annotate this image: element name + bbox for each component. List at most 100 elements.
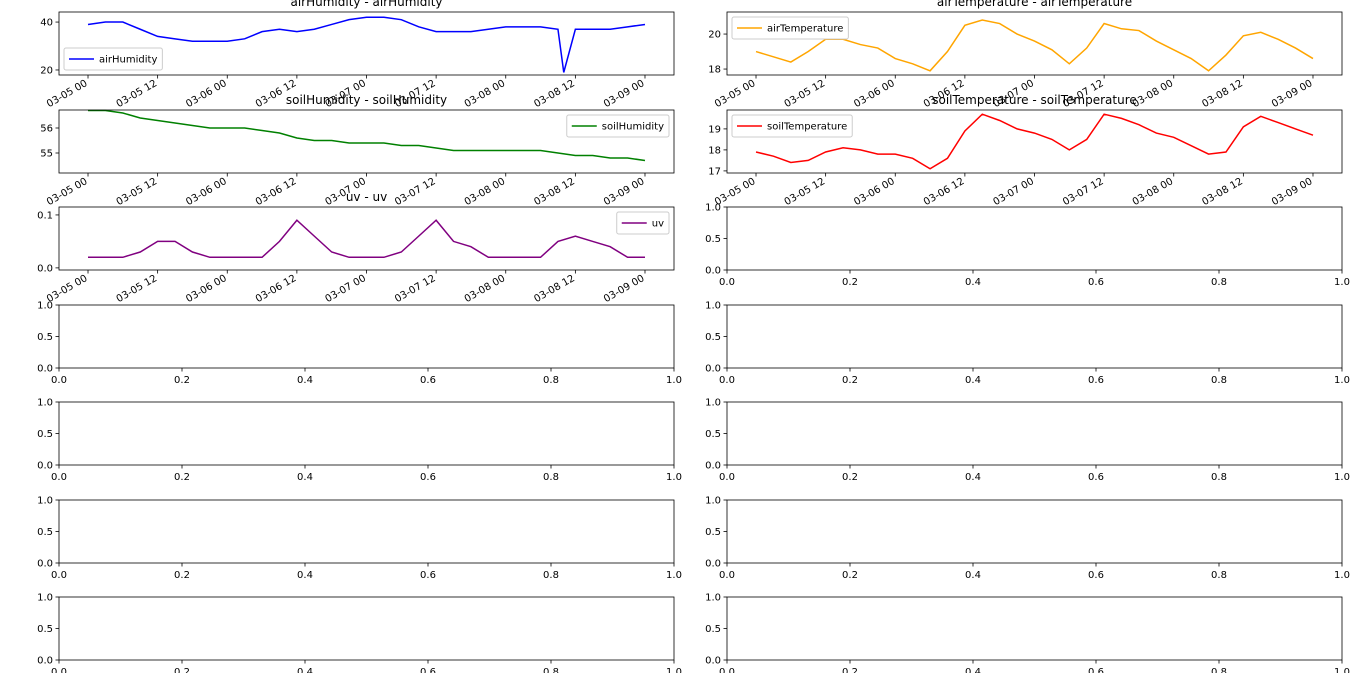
- y-tick-label: 1.0: [37, 496, 53, 507]
- subplot: 0.0 0.2 0.4 0.6 0.8 1.0 0.0 0.5 1.0: [705, 496, 1350, 582]
- axes-frame: [58, 596, 675, 661]
- x-tick-label: 0.2: [842, 472, 858, 483]
- x-tick-label: 0.6: [1088, 667, 1104, 673]
- y-tick-label: 40: [40, 18, 53, 29]
- subplot-title: airTemperature - airTemperature: [937, 0, 1132, 9]
- y-tick-label: 55: [40, 149, 53, 160]
- axes-frame: [58, 11, 675, 76]
- x-tick-label: 1.0: [1334, 570, 1350, 581]
- x-tick-label: 0.8: [1211, 472, 1227, 483]
- x-tick-label: 03-05 12: [783, 78, 827, 110]
- axes-frame: [726, 304, 1343, 369]
- x-tick-label: 0.2: [174, 472, 190, 483]
- x-tick-label: 03-09 00: [602, 78, 646, 110]
- x-tick-label: 0.6: [420, 472, 436, 483]
- x-tick-label: 03-06 00: [852, 176, 896, 208]
- x-tick-label: 03-08 00: [463, 273, 507, 305]
- x-tick-label: 03-08 12: [532, 273, 576, 305]
- x-tick-label: 0.8: [1211, 570, 1227, 581]
- x-tick-label: 03-06 00: [184, 78, 228, 110]
- x-tick-label: 0.0: [51, 667, 67, 673]
- y-tick-label: 0.5: [705, 234, 721, 245]
- axes-frame: [726, 596, 1343, 661]
- x-tick-label: 03-08 12: [532, 78, 576, 110]
- axes-frame: [726, 11, 1343, 76]
- y-tick-label: 1.0: [705, 398, 721, 409]
- y-tick-label: 20: [708, 30, 721, 41]
- legend: uv: [616, 211, 670, 235]
- x-tick-label: 0.0: [719, 277, 735, 288]
- data-line: [88, 109, 646, 162]
- legend: soilTemperature: [731, 114, 853, 138]
- axes-frame: [58, 206, 675, 271]
- x-tick-label: 0.2: [842, 375, 858, 386]
- y-tick-label: 1.0: [37, 593, 53, 604]
- legend: airTemperature: [731, 16, 849, 40]
- y-tick-label: 0.5: [705, 527, 721, 538]
- x-tick-label: 03-06 00: [852, 78, 896, 110]
- x-tick-label: 03-07 12: [393, 273, 437, 305]
- legend-label: soilHumidity: [602, 122, 664, 133]
- legend-box: [63, 47, 163, 71]
- x-tick-label: 0.0: [51, 472, 67, 483]
- y-tick-label: 1.0: [705, 203, 721, 214]
- x-tick-label: 0.8: [1211, 277, 1227, 288]
- x-tick-label: 03-08 00: [463, 78, 507, 110]
- x-tick-label: 0.4: [297, 375, 313, 386]
- x-tick-label: 0.0: [719, 570, 735, 581]
- legend-label: airTemperature: [767, 24, 843, 35]
- y-tick-label: 1.0: [705, 301, 721, 312]
- axes-frame: [726, 206, 1343, 271]
- y-tick-label: 0.1: [37, 210, 53, 221]
- x-tick-label: 0.4: [965, 472, 981, 483]
- x-tick-label: 03-06 12: [254, 273, 298, 305]
- x-tick-label: 0.0: [719, 375, 735, 386]
- subplot: 0.0 0.2 0.4 0.6 0.8 1.0 0.0 0.5 1.0: [705, 593, 1350, 673]
- y-tick-label: 0.5: [37, 624, 53, 635]
- x-tick-label: 0.0: [719, 472, 735, 483]
- x-tick-label: 0.4: [965, 277, 981, 288]
- y-tick-label: 0.0: [37, 461, 53, 472]
- subplot: 0.0 0.2 0.4 0.6 0.8 1.0 0.0 0.5 1.0: [37, 398, 682, 484]
- legend-label: airHumidity: [99, 55, 157, 66]
- x-tick-label: 1.0: [1334, 277, 1350, 288]
- y-tick-label: 0.0: [705, 266, 721, 277]
- x-tick-label: 1.0: [666, 472, 682, 483]
- x-tick-label: 0.2: [174, 375, 190, 386]
- y-tick-label: 0.5: [37, 429, 53, 440]
- x-tick-label: 03-06 12: [922, 176, 966, 208]
- y-tick-label: 0.0: [705, 559, 721, 570]
- legend-label: uv: [652, 219, 664, 230]
- x-tick-label: 0.2: [842, 277, 858, 288]
- y-tick-label: 0.5: [705, 624, 721, 635]
- x-tick-label: 0.6: [420, 375, 436, 386]
- x-tick-label: 0.2: [174, 667, 190, 673]
- x-tick-label: 0.2: [174, 570, 190, 581]
- x-tick-label: 03-07 12: [393, 176, 437, 208]
- y-tick-label: 0.5: [705, 332, 721, 343]
- y-tick-label: 1.0: [37, 301, 53, 312]
- x-tick-label: 03-05 12: [115, 273, 159, 305]
- x-tick-label: 03-07 00: [324, 273, 368, 305]
- x-tick-label: 03-09 00: [1270, 78, 1314, 110]
- x-tick-label: 0.0: [719, 667, 735, 673]
- y-tick-label: 0.0: [705, 364, 721, 375]
- axes-frame: [726, 109, 1343, 174]
- y-tick-label: 56: [40, 124, 53, 135]
- x-tick-label: 1.0: [666, 570, 682, 581]
- x-tick-label: 03-08 12: [1200, 176, 1244, 208]
- subplot-title: airHumidity - airHumidity: [290, 0, 442, 9]
- x-tick-label: 03-09 00: [602, 176, 646, 208]
- subplot-title: uv - uv: [346, 190, 387, 204]
- x-tick-label: 03-07 00: [992, 176, 1036, 208]
- axes-frame: [58, 304, 675, 369]
- x-tick-label: 03-08 00: [1131, 78, 1175, 110]
- subplot: 0.0 0.2 0.4 0.6 0.8 1.0 0.0 0.5 1.0: [705, 203, 1350, 289]
- x-tick-label: 0.8: [543, 570, 559, 581]
- data-line: [755, 113, 1314, 170]
- x-tick-label: 0.8: [1211, 375, 1227, 386]
- x-tick-label: 03-06 00: [184, 176, 228, 208]
